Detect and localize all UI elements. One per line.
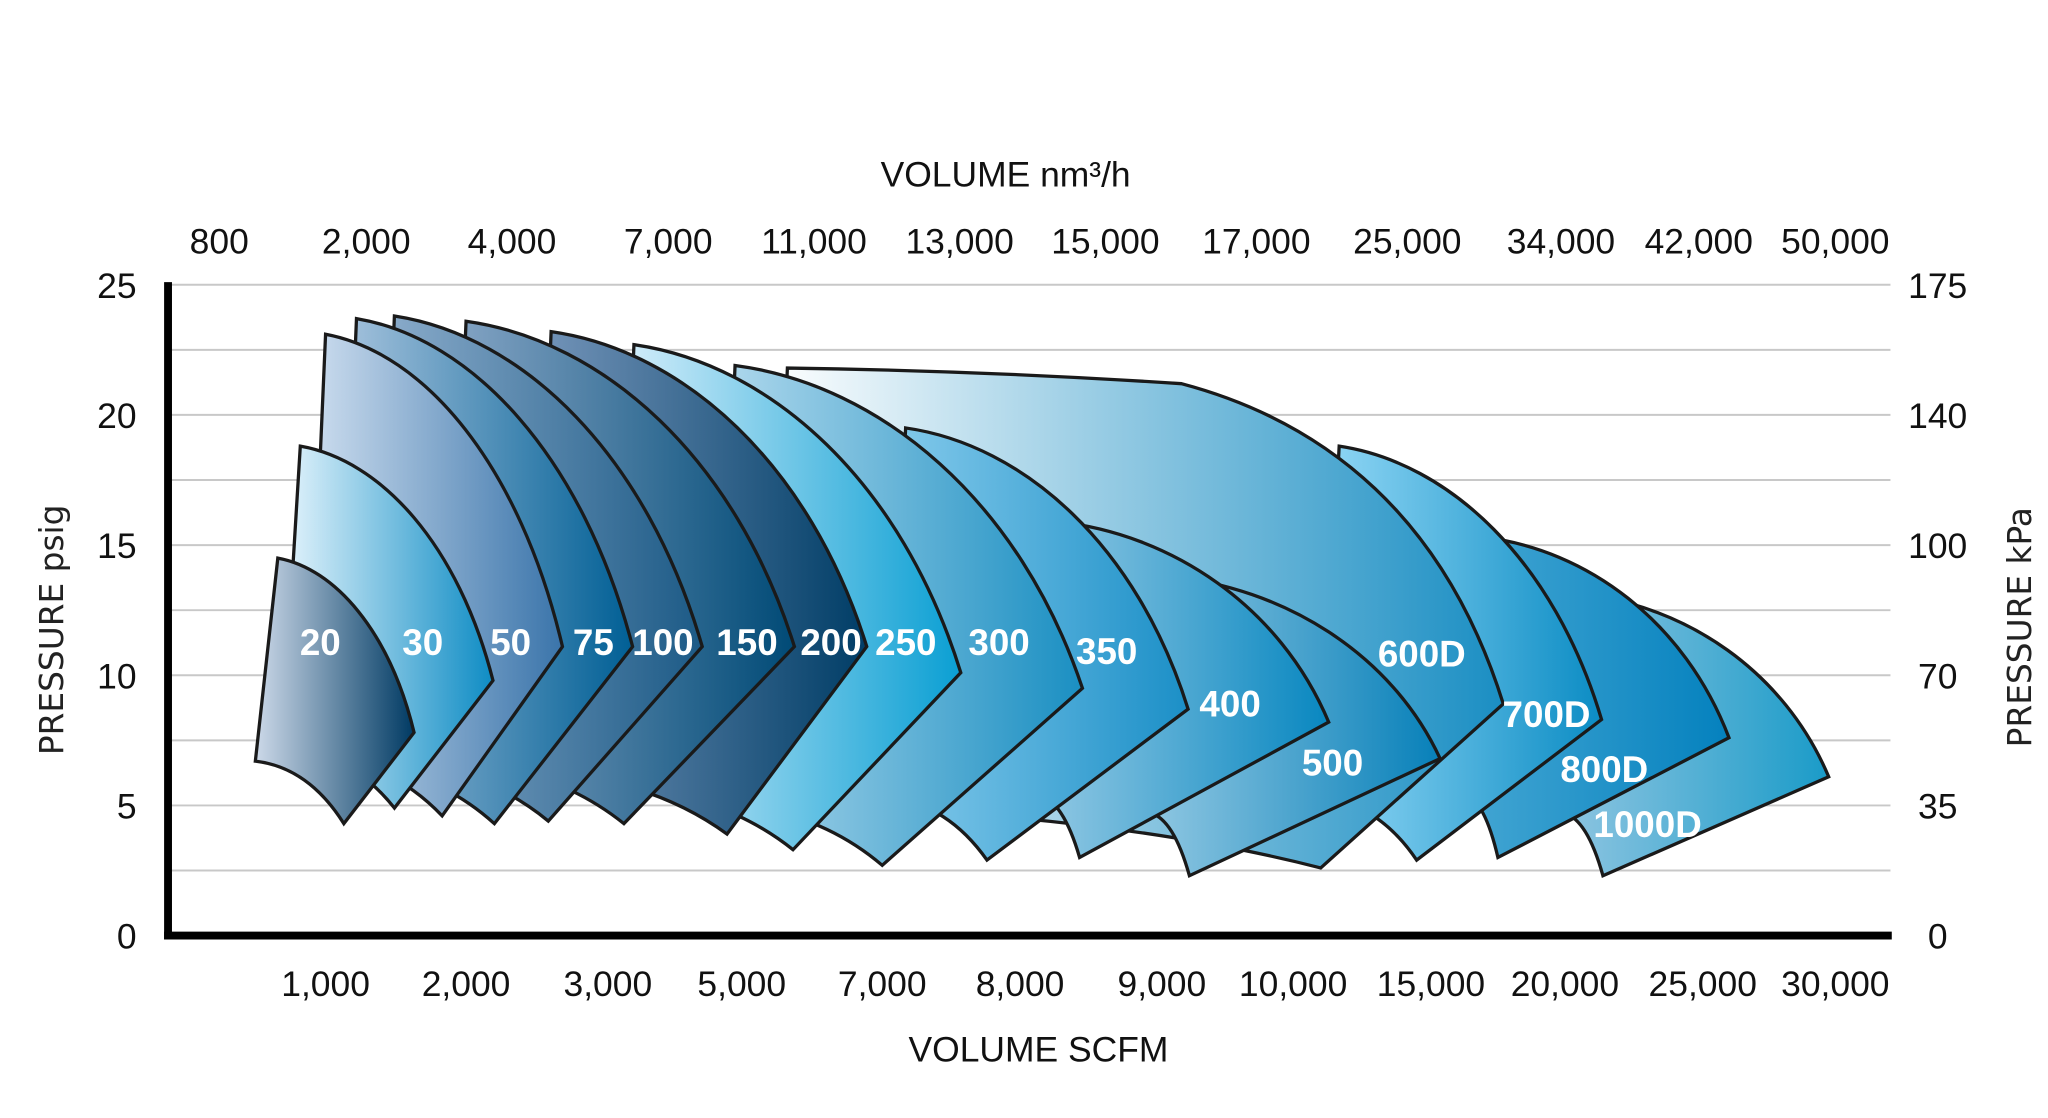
y2-tick-label: 140 [1908,396,1967,436]
model-label-500: 500 [1302,743,1363,784]
top-tick-label: 42,000 [1645,221,1753,261]
y2-tick-label: 0 [1928,917,1948,957]
x-tick-label: 15,000 [1377,964,1485,1004]
model-label-800D: 800D [1560,749,1648,790]
top-tick-label: 7,000 [624,221,713,261]
model-curve-20 [253,556,416,827]
y-tick-label: 5 [117,787,137,827]
model-label-250: 250 [875,622,936,663]
top-tick-label: 4,000 [468,221,557,261]
x-tick-label: 9,000 [1118,964,1207,1004]
model-label-200: 200 [800,622,861,663]
top-tick-label: 2,000 [322,221,411,261]
x-tick-label: 25,000 [1649,964,1757,1004]
model-label-700D: 700D [1503,694,1591,735]
x-tick-label: 7,000 [838,964,927,1004]
x-tick-label: 20,000 [1511,964,1619,1004]
x-axis-title: VOLUME SCFM [909,1030,1169,1070]
top-tick-label: 13,000 [905,221,1013,261]
model-label-350: 350 [1076,631,1137,672]
model-label-75: 75 [573,622,614,663]
x-tick-label: 1,000 [281,964,370,1004]
model-label-150: 150 [716,622,777,663]
y2-axis-title: PRESSURE kPa [2001,507,2039,747]
top-tick-label: 17,000 [1202,221,1310,261]
top-tick-label: 15,000 [1051,221,1159,261]
x-tick-label: 10,000 [1239,964,1347,1004]
top-tick-label: 800 [190,221,249,261]
model-label-400: 400 [1199,683,1260,724]
model-label-100: 100 [632,622,693,663]
y-tick-label: 10 [97,656,136,696]
top-tick-label: 25,000 [1353,221,1461,261]
top-tick-label: 34,000 [1507,221,1615,261]
top-tick-label: 50,000 [1781,221,1889,261]
y-tick-label: 0 [117,917,137,957]
y-tick-label: 15 [97,526,136,566]
x-tick-label: 30,000 [1781,964,1889,1004]
y-tick-label: 20 [97,396,136,436]
model-label-50: 50 [490,622,531,663]
model-label-300: 300 [968,622,1029,663]
top-tick-label: 11,000 [761,221,867,261]
x-tick-label: 5,000 [697,964,786,1004]
model-curves [253,314,1831,879]
y2-tick-label: 70 [1918,656,1957,696]
model-labels: 1000D 800D 700D 600D 500 400 350 300 250 200 150 10… [300,622,1702,845]
top-axis-title: VOLUME nm³/h [881,154,1131,194]
y2-tick-label: 100 [1908,526,1967,566]
model-label-600D: 600D [1378,634,1466,675]
y-axis-title: PRESSURE psig [33,505,71,756]
x-tick-label: 2,000 [422,964,511,1004]
x-tick-label: 8,000 [976,964,1065,1004]
model-label-30: 30 [402,622,443,663]
model-label-1000D: 1000D [1593,804,1701,845]
y2-tick-label: 35 [1918,787,1957,827]
x-tick-label: 3,000 [563,964,652,1004]
y2-tick-label: 175 [1908,266,1967,306]
model-label-20: 20 [300,622,341,663]
y-tick-label: 25 [97,266,136,306]
